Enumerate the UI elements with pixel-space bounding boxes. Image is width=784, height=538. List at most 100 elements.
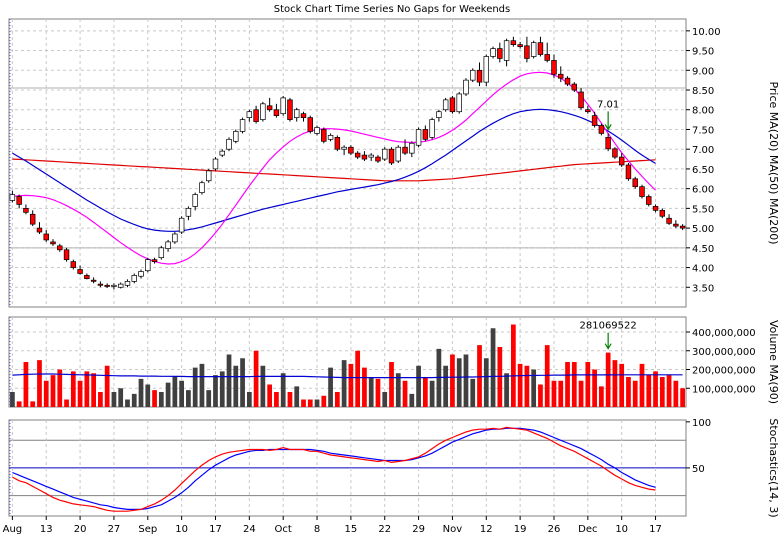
price-annotation: 7.01 — [597, 99, 619, 131]
candle-down — [63, 249, 70, 261]
candle-up — [138, 271, 144, 277]
volume-bar-up — [328, 367, 333, 407]
candle-down — [618, 156, 625, 166]
candle-down — [571, 83, 578, 91]
candle-down — [273, 109, 280, 117]
volume-bar-up — [199, 363, 205, 407]
price-candles — [9, 36, 686, 290]
candle-up — [341, 146, 347, 150]
volume-bar-up — [206, 390, 212, 407]
candle-up — [199, 182, 205, 193]
volume-bar-up — [294, 386, 300, 407]
volume-bar-up — [240, 358, 245, 407]
volume-bar-up — [429, 380, 435, 407]
volume-bar-up — [192, 367, 198, 407]
volume-bar-down — [605, 352, 611, 407]
volume-bar-up — [213, 375, 218, 407]
candle-down — [388, 148, 395, 164]
candle-down — [551, 60, 557, 75]
volume-bar-down — [43, 380, 49, 407]
volume-bar-up — [172, 377, 178, 407]
candle-down — [679, 225, 686, 229]
volume-bar-up — [456, 358, 462, 407]
price-tick-label: 8.50 — [692, 86, 714, 97]
volume-bar-down — [571, 362, 577, 407]
candle-up — [185, 208, 192, 217]
x-tick-label: 24 — [243, 524, 256, 535]
volume-bar-down — [50, 375, 56, 407]
volume-bar-down — [84, 371, 90, 407]
price-tick-label: 7.00 — [692, 145, 714, 156]
candle-up — [131, 275, 137, 282]
volume-bar-down — [355, 350, 361, 407]
x-tick-label: 10 — [615, 524, 628, 535]
price-tick-label: 7.50 — [692, 125, 714, 136]
volume-bar-up — [118, 388, 124, 407]
stochastics-d-line — [12, 427, 656, 510]
price-tick-label: 3.50 — [692, 283, 714, 294]
candle-up — [436, 111, 442, 118]
candle-down — [43, 233, 49, 241]
candle-up — [503, 40, 510, 61]
candle-up — [463, 79, 469, 95]
candle-down — [307, 117, 313, 132]
volume-bar-down — [334, 392, 340, 407]
price-tick-label: 4.50 — [692, 244, 714, 255]
volume-bar-down — [538, 384, 543, 407]
volume-bar-down — [612, 360, 618, 407]
candle-down — [585, 109, 591, 113]
candle-up — [314, 127, 320, 134]
candle-up — [530, 42, 537, 57]
volume-ma90-line — [12, 373, 683, 379]
volume-bar-down — [619, 363, 625, 407]
volume-bar-down — [544, 345, 550, 407]
candle-up — [280, 97, 286, 115]
volume-bar-down — [450, 354, 455, 407]
candle-down — [29, 213, 36, 225]
stochastics-grid — [9, 420, 686, 516]
volume-bar-down — [287, 392, 293, 407]
price-tick-label: 6.00 — [692, 185, 714, 196]
volume-bar-down — [517, 363, 523, 407]
volume-bar-up — [131, 393, 137, 407]
x-tick-label: 19 — [514, 524, 527, 535]
volume-tick-label: 100,000,000 — [692, 384, 756, 395]
candle-up — [226, 138, 232, 150]
x-tick-label: 17 — [649, 524, 662, 535]
candle-down — [321, 129, 327, 142]
volume-bar-down — [599, 386, 604, 407]
price-tick-label: 5.50 — [692, 204, 714, 215]
candle-up — [165, 241, 171, 249]
volume-bar-up — [179, 380, 185, 407]
x-tick-label: 8 — [314, 524, 320, 535]
x-tick-label: Sep — [138, 524, 157, 535]
volume-annotation-label: 281069522 — [580, 321, 637, 332]
candle-up — [233, 131, 239, 142]
stochastics-panel: 50 100 Stochastics(14, 3) — [8, 418, 780, 518]
candle-up — [117, 283, 124, 288]
volume-bar-down — [389, 362, 394, 407]
candle-up — [415, 129, 422, 146]
volume-bar-up — [111, 392, 117, 407]
ma200-line — [12, 158, 656, 182]
volume-tick-label: 400,000,000 — [692, 328, 756, 339]
volume-axis: 100,000,000 200,000,000 300,000,000 400,000… — [686, 328, 756, 395]
candle-up — [124, 281, 131, 286]
candle-down — [605, 137, 611, 150]
volume-bar-up — [443, 365, 449, 407]
volume-bar-down — [585, 362, 591, 407]
candle-down — [591, 115, 598, 126]
volume-bar-up — [382, 392, 388, 407]
candle-down — [639, 186, 645, 197]
volume-bar-up — [504, 373, 509, 407]
candle-up — [294, 109, 300, 118]
candle-up — [382, 148, 388, 160]
candle-down — [659, 209, 666, 217]
candle-up — [9, 194, 16, 201]
volume-bar-down — [402, 380, 408, 407]
candle-down — [422, 129, 429, 140]
volume-bar-down — [307, 399, 313, 407]
candle-down — [50, 241, 56, 245]
candle-up — [205, 170, 212, 182]
candle-down — [578, 91, 584, 109]
